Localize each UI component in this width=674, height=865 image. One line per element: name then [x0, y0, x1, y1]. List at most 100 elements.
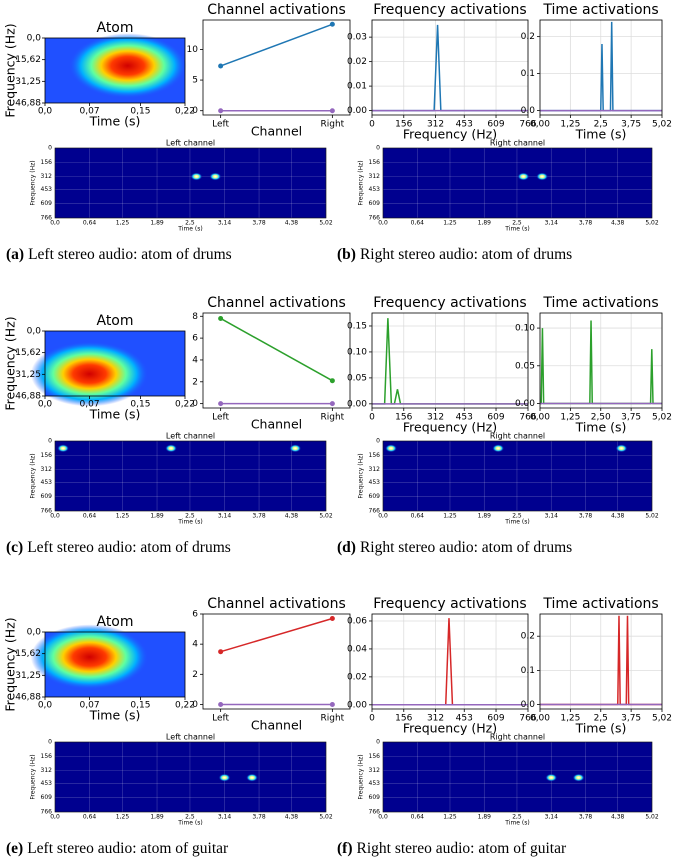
chart-title: Frequency activations — [373, 596, 526, 612]
x-tick-label: 4,38 — [611, 513, 625, 520]
caption: (b) Right stereo audio: atom of drums — [337, 246, 572, 263]
chart-title: Left channel — [166, 139, 215, 148]
y-axis-label: Frequency (Hz) — [30, 453, 37, 498]
spectrogram-event — [218, 773, 231, 782]
chart-title: Channel activations — [207, 596, 346, 612]
x-tick-label: 609 — [487, 714, 504, 724]
x-tick-label: 5,02 — [652, 413, 672, 423]
x-tick-label: 3,78 — [252, 513, 266, 520]
x-tick-label: 5,02 — [645, 814, 659, 821]
y-tick-label: 453 — [369, 186, 381, 193]
series-line — [372, 318, 528, 405]
plot-frame — [54, 147, 327, 219]
x-tick-label: 2,5 — [512, 513, 522, 520]
y-tick-label: 0 — [376, 145, 380, 152]
y-tick-label: 0.00 — [347, 399, 367, 409]
caption-label: (f) — [337, 840, 353, 857]
y-tick-label: 156 — [369, 452, 381, 459]
x-tick-label: 0 — [369, 120, 375, 130]
x-tick-label: 0,0 — [38, 400, 53, 410]
y-tick-label: 156 — [369, 159, 381, 166]
x-axis-label: Time (s) — [504, 519, 529, 526]
x-tick-label: 0,0 — [50, 220, 60, 227]
heatmap-peak — [68, 33, 187, 99]
x-axis-label: Time (s) — [504, 226, 529, 233]
x-tick-label: 5,02 — [652, 714, 672, 724]
caption-text: Left stereo audio: atom of guitar — [27, 840, 229, 857]
spectrogram-event — [190, 172, 203, 181]
x-axis-label: Time (s) — [177, 519, 202, 526]
x-axis-label: Time (s) — [575, 420, 627, 435]
x-tick-label: 2,5 — [185, 513, 195, 520]
x-tick-label: 4,38 — [285, 513, 299, 520]
spectrogram-event — [572, 773, 585, 782]
x-axis-label: Channel — [251, 718, 302, 733]
caption-text: Left stereo audio: atom of drums — [28, 246, 232, 263]
x-tick-label: 1,25 — [443, 220, 457, 227]
x-tick-label: 3,14 — [218, 220, 232, 227]
y-tick-label: 609 — [369, 200, 381, 207]
x-tick-label: 0,15 — [130, 701, 150, 711]
x-axis-label: Time (s) — [177, 820, 202, 827]
x-tick-label: 156 — [395, 413, 412, 423]
spectrogram-event — [545, 773, 558, 782]
x-tick-label: 1,25 — [116, 814, 130, 821]
x-tick-label: 1,25 — [560, 120, 580, 130]
x-tick-label: 0 — [369, 413, 375, 423]
y-tick-label: 0.1 — [521, 666, 535, 676]
y-tick-label: 312 — [41, 767, 53, 774]
caption-text: Right stereo audio: atom of drums — [360, 539, 572, 556]
y-tick-label: 0.10 — [347, 347, 367, 357]
plot-frame — [539, 19, 663, 116]
spectrogram-event — [492, 444, 505, 453]
plot-frame — [371, 312, 529, 409]
y-tick-label: 312 — [41, 466, 53, 473]
x-tick-label: 1,89 — [478, 220, 492, 227]
x-tick-label: 1,89 — [478, 513, 492, 520]
x-tick-label: 4,38 — [285, 220, 299, 227]
caption: (a) Left stereo audio: atom of drums — [6, 246, 232, 263]
plot-frame — [382, 440, 653, 512]
heatmap-peak — [30, 341, 149, 407]
x-tick-label: Left — [212, 714, 229, 724]
series-line — [220, 317, 333, 382]
y-tick-label: 609 — [369, 794, 381, 801]
x-axis-label: Time (s) — [89, 114, 141, 129]
x-tick-label: 312 — [427, 413, 444, 423]
y-tick-label: 6 — [192, 610, 198, 620]
x-tick-label: 4,38 — [611, 814, 625, 821]
y-tick-label: 0 — [192, 700, 198, 710]
caption-label: (c) — [6, 539, 23, 556]
plot-frame — [382, 741, 653, 813]
x-tick-label: 766 — [519, 120, 536, 130]
y-tick-label: 312 — [369, 466, 381, 473]
chart-title: Left channel — [166, 733, 215, 742]
plot-frame — [202, 312, 351, 409]
y-tick-label: 766 — [41, 508, 53, 515]
x-tick-label: 5,02 — [645, 220, 659, 227]
y-axis-label: Frequency (Hz) — [3, 23, 18, 117]
spectrogram-background — [383, 148, 652, 218]
plot-frame — [202, 19, 351, 116]
y-tick-label: 15,62 — [15, 348, 41, 358]
x-tick-label: 1,89 — [150, 814, 164, 821]
caption: (d) Right stereo audio: atom of drums — [337, 539, 572, 556]
caption-label: (a) — [6, 246, 24, 263]
x-tick-label: 0,64 — [83, 513, 97, 520]
series-line — [220, 23, 333, 67]
x-tick-label: 3,78 — [579, 513, 593, 520]
series-line — [220, 617, 333, 653]
y-tick-label: 46,88 — [15, 693, 41, 703]
y-tick-label: 766 — [41, 215, 53, 222]
y-axis-label: Frequency (Hz) — [3, 316, 18, 410]
y-tick-label: 0.2 — [521, 632, 535, 642]
y-tick-label: 0.00 — [347, 106, 367, 116]
y-tick-label: 609 — [41, 493, 53, 500]
y-tick-label: 0 — [48, 438, 52, 445]
x-tick-label: 312 — [427, 714, 444, 724]
x-tick-label: 312 — [427, 120, 444, 130]
y-axis-label: Frequency (Hz) — [30, 160, 37, 205]
plot-frame — [44, 631, 186, 698]
y-tick-label: 453 — [41, 479, 53, 486]
caption: (c) Left stereo audio: atom of drums — [6, 539, 231, 556]
